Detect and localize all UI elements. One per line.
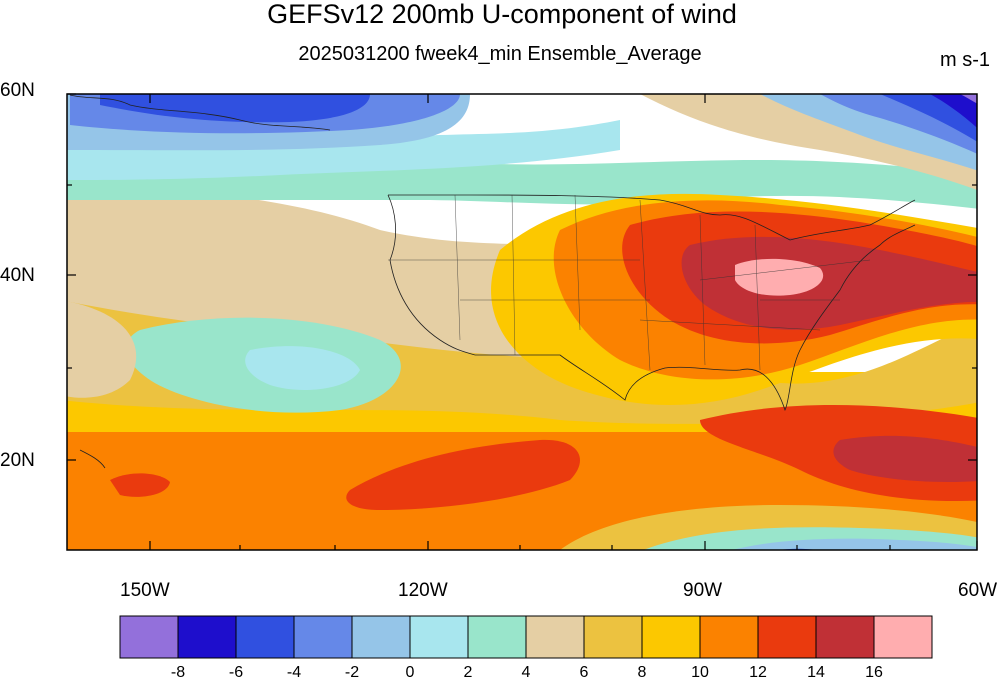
lon-label-90w: 90W (683, 580, 723, 601)
band-2-4 (67, 120, 620, 180)
ne-band-minus6 (930, 94, 977, 128)
colorbar-label: -4 (287, 664, 301, 681)
lat-label-60n: 60N (0, 80, 35, 101)
colorbar-label: 4 (522, 664, 531, 681)
colorbar-swatch (177, 615, 237, 659)
colorbar: -8 -6 -4 -2 0 2 4 6 8 10 12 14 16 (119, 615, 933, 681)
trop-0 (731, 538, 977, 550)
colorbar-label: -8 (171, 664, 185, 681)
colorbar-swatch (815, 615, 875, 659)
colorbar-swatch (467, 615, 527, 659)
colorbar-label: 2 (464, 664, 473, 681)
colorbar-label: 12 (749, 664, 767, 681)
map-plot-area (67, 94, 977, 550)
colorbar-label: 6 (580, 664, 589, 681)
colorbar-label: -2 (345, 664, 359, 681)
pac-min-2 (245, 346, 360, 390)
stj-west (346, 439, 580, 510)
lon-label-150w: 150W (120, 580, 170, 601)
units-label: m s-1 (940, 49, 990, 71)
lon-label-120w: 120W (398, 580, 448, 601)
colorbar-swatch (351, 615, 411, 659)
colorbar-swatch (293, 615, 353, 659)
pac-min-6 (67, 301, 137, 398)
band-6-8 (67, 180, 620, 360)
map-frame (66, 93, 978, 551)
colorbar-swatch (119, 615, 179, 659)
colorbar-label: 16 (865, 664, 883, 681)
lon-label-60w: 60W (958, 580, 998, 601)
colorbar-label: 14 (807, 664, 825, 681)
colorbar-swatch (699, 615, 759, 659)
colorbar-swatch (525, 615, 585, 659)
colorbar-swatch (873, 615, 933, 659)
colorbar-swatch (235, 615, 295, 659)
colorbar-swatch (583, 615, 643, 659)
stj-core-east (833, 435, 977, 482)
band-minus4-2 (100, 94, 370, 123)
colorbar-label: 10 (691, 664, 709, 681)
map-title: GEFSv12 200mb U-component of wind (267, 0, 737, 29)
map-subtitle: 2025031200 fweek4_min Ensemble_Average (298, 43, 702, 65)
coastline (69, 94, 916, 469)
colorbar-swatch (641, 615, 701, 659)
stj-far-west (110, 473, 170, 497)
lat-label-40n: 40N (0, 265, 35, 286)
colorbar-swatch (409, 615, 469, 659)
colorbar-label: -6 (229, 664, 243, 681)
colorbar-label: 0 (406, 664, 415, 681)
axis-ticks (67, 93, 978, 550)
colorbar-label: 8 (638, 664, 647, 681)
colorbar-swatch (757, 615, 817, 659)
lat-label-20n: 20N (0, 450, 35, 471)
ne-band-minus8 (960, 94, 977, 104)
state-borders (388, 194, 871, 371)
